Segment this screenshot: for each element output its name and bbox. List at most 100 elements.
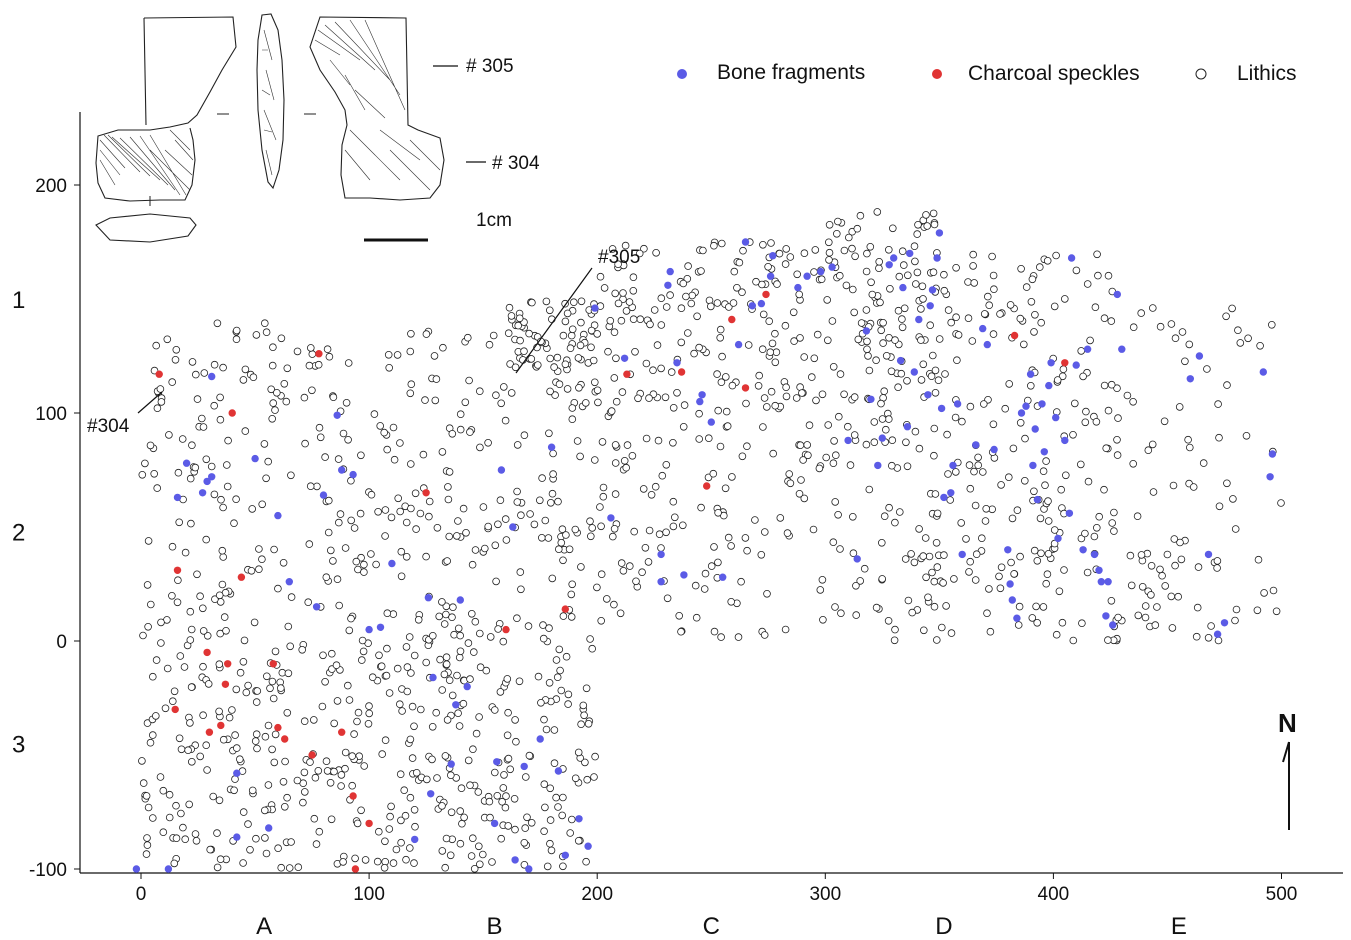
lithic-point xyxy=(269,343,277,352)
lithic-point xyxy=(836,545,844,553)
lithic-point xyxy=(651,482,660,491)
lithic-point xyxy=(645,394,653,402)
lithic-point xyxy=(738,288,746,297)
lithic-point xyxy=(985,585,993,593)
lithic-point xyxy=(456,631,465,640)
lithic-point xyxy=(688,291,696,300)
lithic-point xyxy=(1231,525,1240,533)
lithic-point xyxy=(678,521,687,530)
lithic-point xyxy=(181,835,190,843)
lithic-point xyxy=(475,629,484,638)
lithic-point xyxy=(334,518,343,527)
bone-fragment-point xyxy=(673,359,681,367)
charcoal-speckle-point xyxy=(338,728,346,736)
lithic-point xyxy=(445,532,454,541)
lithic-point xyxy=(252,331,261,339)
lithic-point xyxy=(381,506,390,514)
lithic-point xyxy=(144,622,152,631)
lithic-point xyxy=(771,329,779,338)
lithic-point xyxy=(563,309,572,318)
lithic-point xyxy=(713,299,722,307)
leader-line-304 xyxy=(137,391,163,414)
lithic-point xyxy=(655,530,664,538)
lithic-point xyxy=(236,755,244,763)
lithic-point xyxy=(402,855,410,864)
lithic-point xyxy=(435,612,444,621)
charcoal-speckle-point xyxy=(171,705,179,714)
bone-fragment-point xyxy=(937,404,946,413)
lithic-point xyxy=(739,246,747,255)
lithic-point xyxy=(490,768,499,777)
lithic-point xyxy=(410,805,419,814)
lithic-point xyxy=(818,390,827,399)
lithic-point xyxy=(280,379,289,388)
lithic-point xyxy=(597,616,605,625)
lithic-point xyxy=(209,792,218,801)
bone-fragment-point xyxy=(1008,596,1016,604)
bone-fragment-point xyxy=(924,391,932,399)
lithic-point xyxy=(559,612,568,620)
lithic-point xyxy=(264,781,273,789)
lithic-point xyxy=(408,702,417,711)
lithic-point xyxy=(358,636,367,645)
lithic-point xyxy=(568,580,576,589)
lithic-point xyxy=(1244,334,1252,343)
lithic-point xyxy=(141,459,149,468)
lithic-point xyxy=(219,503,227,512)
bone-fragment-point xyxy=(1113,290,1122,299)
lithic-point xyxy=(831,603,839,611)
bone-fragment-point xyxy=(1204,550,1213,559)
lithic-point xyxy=(723,422,732,430)
lithic-point xyxy=(232,326,241,335)
lithic-point xyxy=(1242,431,1251,440)
lithic-point xyxy=(875,264,883,273)
bone-fragment-point xyxy=(1029,461,1037,470)
lithic-point xyxy=(203,631,212,640)
lithic-point xyxy=(1151,621,1160,629)
lithic-point xyxy=(528,298,536,307)
lithic-point xyxy=(1102,444,1110,453)
charcoal-speckle-point xyxy=(203,648,211,657)
lithic-point xyxy=(461,398,470,407)
lithic-point xyxy=(156,385,165,393)
lithic-point xyxy=(919,626,928,635)
lithic-point xyxy=(412,768,421,777)
lithic-point xyxy=(497,399,506,408)
lithic-point xyxy=(236,668,245,677)
lithic-point xyxy=(954,331,963,339)
lithic-point xyxy=(416,509,425,518)
lithic-point xyxy=(667,368,676,376)
lithic-point xyxy=(783,529,792,537)
lithic-point xyxy=(397,572,406,581)
lithic-point xyxy=(168,591,176,600)
lithic-point xyxy=(165,790,174,799)
lithic-point xyxy=(1079,372,1087,381)
lithic-point xyxy=(1213,557,1222,565)
lithic-point xyxy=(1272,607,1281,616)
lithic-point xyxy=(271,406,279,414)
bone-fragment-point xyxy=(896,356,905,365)
lithic-point xyxy=(326,546,335,555)
lithic-point xyxy=(692,613,701,622)
lithic-point xyxy=(661,393,670,402)
lithic-point xyxy=(323,767,332,775)
lithic-point xyxy=(394,494,403,503)
bone-fragment-point xyxy=(427,790,435,798)
lithic-point xyxy=(1268,320,1276,329)
lithic-point xyxy=(157,398,166,406)
lithic-point xyxy=(980,310,989,318)
lithic-point xyxy=(727,597,735,606)
lithic-point xyxy=(279,777,288,786)
lithic-point xyxy=(730,267,739,276)
lithic-point xyxy=(884,415,893,423)
lithic-point xyxy=(428,631,437,640)
lithic-point xyxy=(465,376,473,385)
lithic-point xyxy=(880,512,889,520)
lithic-point xyxy=(337,782,345,790)
bone-fragment-point xyxy=(132,865,141,873)
lithic-point xyxy=(751,516,759,524)
lithic-point xyxy=(695,435,703,443)
bone-fragment-point xyxy=(411,835,419,844)
lithic-point xyxy=(504,708,512,717)
lithic-point xyxy=(807,373,816,381)
